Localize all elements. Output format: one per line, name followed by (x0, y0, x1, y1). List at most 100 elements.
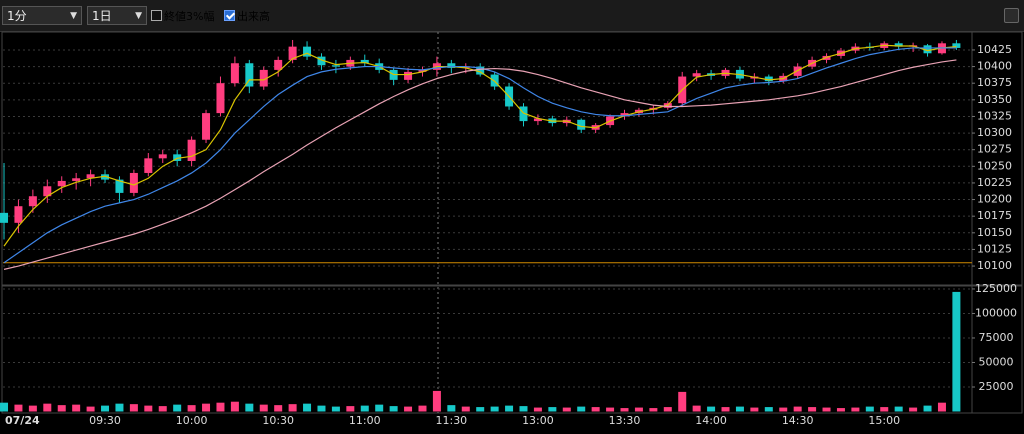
volume-bar (72, 404, 81, 412)
candle-body (274, 59, 283, 70)
y-tick-label: 10200 (977, 193, 1012, 206)
moving-average (3, 59, 957, 270)
option-label: 出来高 (237, 10, 270, 23)
volume-bar (865, 406, 874, 412)
candle-body (202, 113, 211, 140)
checkbox[interactable] (224, 10, 235, 21)
volume-bar (303, 403, 312, 412)
volume-bar (562, 407, 571, 412)
settings-button[interactable] (1004, 8, 1019, 23)
volume-bar (952, 291, 961, 412)
candle-body (259, 69, 268, 87)
volume-bar (533, 407, 542, 412)
volume-bar (577, 406, 586, 412)
candle-body (317, 56, 326, 66)
candle-body (230, 63, 239, 84)
volume-bar (779, 407, 788, 412)
candle-body (822, 55, 831, 60)
volume-bar (173, 404, 182, 412)
x-tick-label: 14:00 (695, 414, 727, 427)
x-tick-label: 11:30 (435, 414, 467, 427)
volume-bar (245, 403, 254, 412)
volume-bar (909, 407, 918, 412)
y-tick-label: 10250 (977, 159, 1012, 172)
volume-bar (144, 405, 153, 412)
checkbox[interactable] (151, 10, 162, 21)
x-tick-label: 09:30 (89, 414, 121, 427)
candle-body (129, 172, 138, 193)
candle-body (28, 196, 37, 207)
volume-bar (808, 407, 817, 412)
candle-body (14, 206, 23, 223)
volume-bar (735, 406, 744, 412)
candle-body (216, 83, 225, 114)
volume-bar (86, 406, 95, 412)
volume-bar (0, 402, 9, 412)
y-tick-label: 10300 (977, 126, 1012, 139)
volume-bar (461, 406, 470, 412)
candle-body (404, 71, 413, 80)
candle-body (923, 45, 932, 54)
volume-bar (548, 407, 557, 412)
range-select[interactable]: 1日 ▼ (87, 6, 147, 25)
volume-bar (389, 406, 398, 412)
y-tick-label: 10325 (977, 109, 1012, 122)
candle-body (461, 66, 470, 68)
volume-bar (28, 405, 37, 412)
volume-bar (43, 403, 52, 412)
volume-bar (490, 406, 499, 412)
candle-body (57, 180, 66, 187)
candle-body (86, 174, 95, 179)
volume-bar (317, 405, 326, 412)
y-tick-label: 10350 (977, 93, 1012, 106)
volume-bar (663, 407, 672, 412)
y-tick-label: 10275 (977, 143, 1012, 156)
candle-body (952, 43, 961, 48)
volume-bar (187, 405, 196, 412)
candle-body (115, 179, 124, 193)
interval-select[interactable]: 1分 ▼ (2, 6, 82, 25)
candle-body (533, 118, 542, 122)
candle-body (0, 212, 9, 223)
volume-bar (880, 407, 889, 412)
candle-body (331, 65, 340, 67)
volume-bar (346, 406, 355, 412)
candle-body (144, 158, 153, 173)
volume-bar (721, 407, 730, 412)
candle-body (158, 154, 167, 159)
candle-body (101, 174, 110, 180)
y-tick-label: 10375 (977, 76, 1012, 89)
x-tick-label: 13:00 (522, 414, 554, 427)
y-tick-label: 10425 (977, 43, 1012, 56)
volume-bar (432, 390, 441, 412)
candle-body (72, 178, 81, 181)
price-frame (1, 31, 1023, 286)
candle-body (43, 186, 52, 197)
candle-body (187, 139, 196, 161)
x-tick-label: 13:30 (609, 414, 641, 427)
y-tick-label: 10175 (977, 209, 1012, 222)
interval-text: 1分 (7, 9, 27, 23)
volume-bar (692, 405, 701, 412)
volume-bar (158, 406, 167, 412)
volume-bar (14, 404, 23, 412)
x-tick-label: 15:00 (868, 414, 900, 427)
volume-bar (836, 408, 845, 412)
y-tick-label: 10150 (977, 226, 1012, 239)
candle-body (173, 154, 182, 161)
x-tick-label: 14:30 (782, 414, 814, 427)
volume-bar (288, 404, 297, 412)
volume-bar (606, 407, 615, 412)
volume-bar (230, 401, 239, 412)
volume-bar (851, 407, 860, 412)
x-tick-label: 10:00 (176, 414, 208, 427)
volume-bar (764, 407, 773, 412)
volume-bar (274, 405, 283, 412)
y-tick-label: 50000 (979, 355, 1014, 368)
volume-bar (57, 405, 66, 412)
candle-body (764, 76, 773, 82)
y-tick-label: 25000 (979, 380, 1014, 393)
volume-bar (404, 406, 413, 412)
